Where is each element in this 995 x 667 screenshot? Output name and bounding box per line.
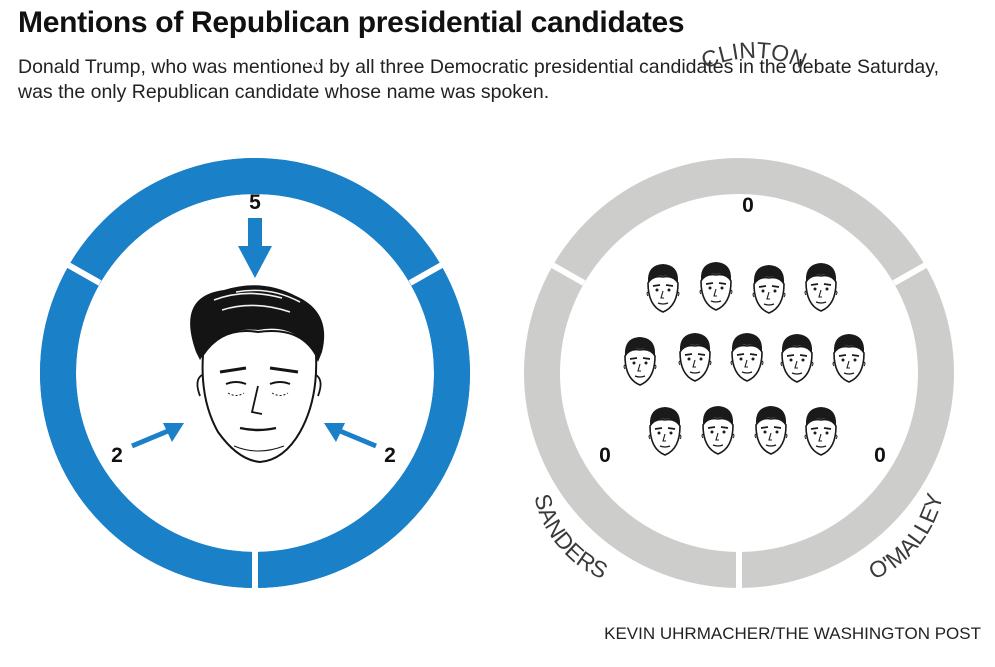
ring-divider — [545, 259, 586, 286]
panel-others: CLINTON SANDERS O'MALLEY 0 0 0 — [524, 37, 954, 591]
ring-divider — [61, 259, 102, 286]
candidate-portrait — [701, 405, 735, 455]
headline: Mentions of Republican presidential cand… — [18, 6, 685, 39]
candidate-portrait — [752, 264, 786, 314]
candidate-portrait — [780, 333, 814, 383]
ring-label-clinton: CLINTON — [697, 37, 810, 74]
candidate-portrait — [754, 405, 788, 455]
ring-trump — [40, 158, 470, 591]
ring-divider — [408, 259, 449, 286]
candidate-portrait — [699, 261, 733, 311]
candidate-portrait — [804, 406, 838, 456]
candidate-portrait — [678, 332, 712, 382]
arrow-down-icon — [238, 218, 272, 278]
arrow-up-right-icon — [131, 423, 184, 449]
credit: KEVIN UHRMACHER/THE WASHINGTON POST — [604, 624, 981, 643]
count-clinton: 0 — [742, 194, 754, 217]
arrow-up-left-icon — [324, 423, 377, 449]
count-sanders: 0 — [599, 444, 611, 467]
ring-others — [524, 158, 954, 591]
panel-trump: CLINTON SANDERS O'MALLEY 5 2 2 — [40, 37, 470, 591]
candidate-portrait — [648, 406, 682, 456]
ring-divider — [892, 259, 933, 286]
dek: Donald Trump, who was mentioned by all t… — [18, 56, 939, 103]
candidate-portrait — [623, 336, 657, 386]
candidate-portraits — [623, 261, 866, 456]
ring-label-clinton: CLINTON — [213, 37, 326, 74]
trump-portrait — [190, 285, 325, 464]
count-clinton: 5 — [249, 191, 261, 214]
candidate-portrait — [646, 263, 680, 313]
count-omalley: 0 — [874, 444, 886, 467]
candidate-portrait — [804, 262, 838, 312]
count-omalley: 2 — [384, 444, 396, 467]
candidate-portrait — [730, 332, 764, 382]
candidate-portrait — [832, 333, 866, 383]
count-sanders: 2 — [111, 444, 123, 467]
